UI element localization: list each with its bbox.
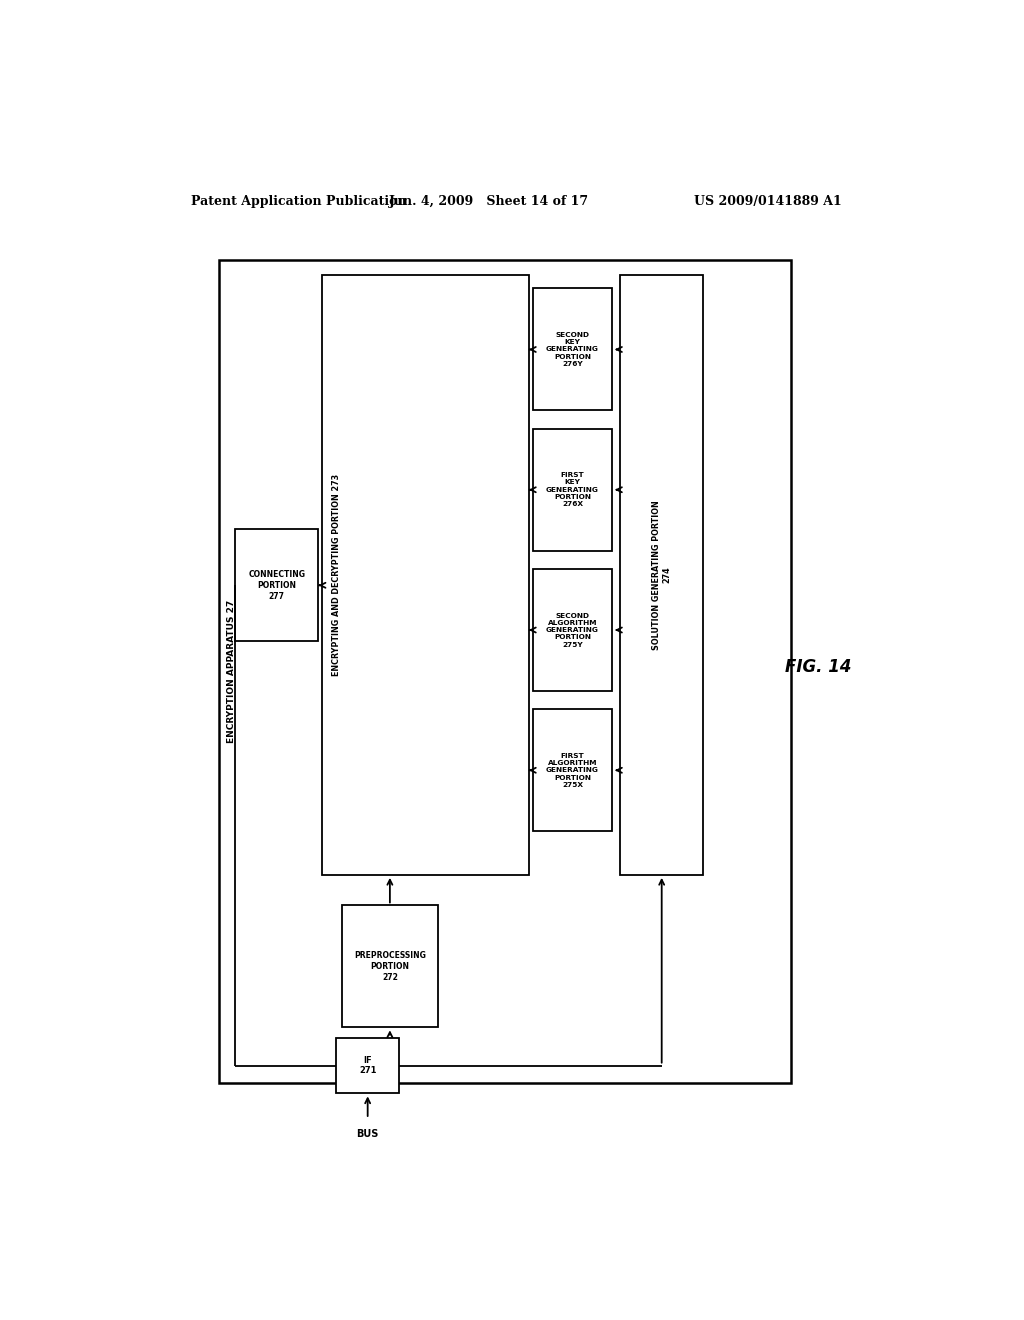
Bar — [336, 1038, 399, 1093]
Bar — [532, 289, 612, 411]
Bar — [219, 260, 791, 1084]
Text: Patent Application Publication: Patent Application Publication — [191, 194, 407, 207]
Text: IF
271: IF 271 — [359, 1056, 377, 1076]
Bar — [620, 276, 703, 875]
Bar — [342, 906, 437, 1027]
Bar — [532, 569, 612, 690]
Text: SOLUTION GENERATING PORTION
274: SOLUTION GENERATING PORTION 274 — [652, 500, 672, 649]
Bar — [323, 276, 528, 875]
Text: ENCRYPTION APPARATUS 27: ENCRYPTION APPARATUS 27 — [227, 601, 237, 743]
Text: SECOND
ALGORITHM
GENERATING
PORTION
275Y: SECOND ALGORITHM GENERATING PORTION 275Y — [546, 612, 599, 648]
Text: Jun. 4, 2009   Sheet 14 of 17: Jun. 4, 2009 Sheet 14 of 17 — [389, 194, 589, 207]
Text: CONNECTING
PORTION
277: CONNECTING PORTION 277 — [248, 570, 305, 601]
Bar — [532, 429, 612, 550]
Text: BUS: BUS — [356, 1129, 379, 1139]
Text: US 2009/0141889 A1: US 2009/0141889 A1 — [694, 194, 842, 207]
Text: SECOND
KEY
GENERATING
PORTION
276Y: SECOND KEY GENERATING PORTION 276Y — [546, 333, 599, 367]
Text: PREPROCESSING
PORTION
272: PREPROCESSING PORTION 272 — [354, 952, 426, 982]
Text: ENCRYPTING AND DECRYPTING PORTION 273: ENCRYPTING AND DECRYPTING PORTION 273 — [332, 474, 341, 676]
Text: FIRST
KEY
GENERATING
PORTION
276X: FIRST KEY GENERATING PORTION 276X — [546, 473, 599, 507]
Bar — [532, 709, 612, 832]
Text: FIRST
ALGORITHM
GENERATING
PORTION
275X: FIRST ALGORITHM GENERATING PORTION 275X — [546, 752, 599, 788]
Text: FIG. 14: FIG. 14 — [785, 657, 852, 676]
Bar — [236, 529, 318, 642]
